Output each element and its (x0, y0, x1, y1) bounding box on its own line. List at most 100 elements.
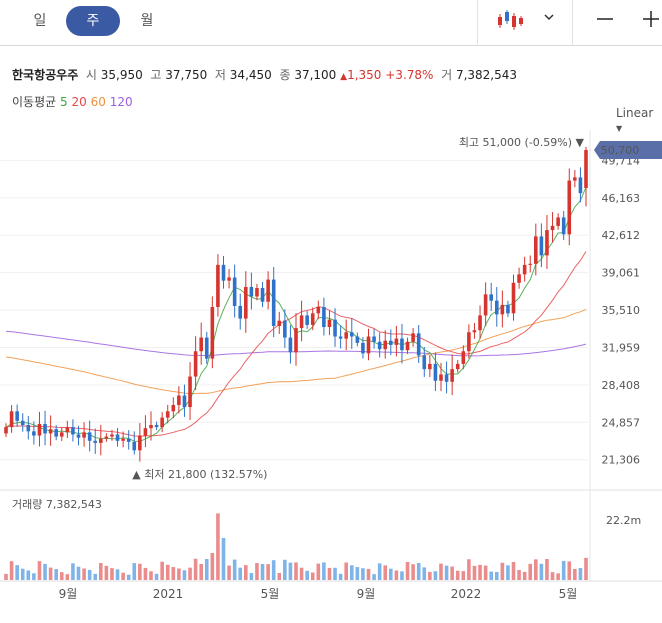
candle (249, 272, 254, 310)
candle-body (71, 427, 75, 435)
volume-bar (110, 568, 114, 580)
ma-5[interactable]: 5 (60, 95, 68, 109)
price-tick-label: 35,510 (602, 304, 641, 317)
candle-body (534, 236, 538, 264)
candle-body (305, 315, 309, 325)
candle-body (288, 337, 293, 353)
candlestick-icon[interactable] (496, 8, 524, 32)
volume-bar (277, 573, 282, 580)
candle (355, 332, 360, 347)
tab-daily[interactable]: 일 (33, 13, 47, 29)
candle (444, 361, 449, 394)
candle (71, 419, 75, 442)
minus-icon[interactable] (596, 10, 614, 28)
volume-bar (227, 565, 231, 580)
volume-bar (327, 567, 332, 580)
candle (450, 354, 454, 396)
candle-body (244, 286, 248, 319)
candle-body (517, 274, 521, 283)
volume-bar (428, 571, 432, 580)
tab-weekly[interactable]: 주 (66, 6, 120, 36)
candle-body (411, 333, 415, 342)
candle-body (121, 438, 125, 441)
candle (500, 290, 505, 328)
candle-body (338, 336, 343, 339)
candle-body (400, 338, 404, 351)
candle-body (266, 279, 270, 302)
candle (15, 404, 19, 427)
volume-bar (305, 570, 309, 580)
scale-selector[interactable]: Linear ▼ (616, 106, 662, 134)
moving-average-label: 이동평균 (12, 95, 57, 109)
volume-bar (394, 570, 399, 580)
volume-bar (37, 561, 42, 580)
candle-body (550, 225, 555, 231)
moving-average-legend: 이동평균 5 20 60 120 (12, 93, 133, 110)
candle (411, 327, 415, 347)
candle (584, 146, 588, 207)
candle-body (428, 363, 432, 370)
volume-bar (299, 567, 304, 580)
candle-body (299, 315, 304, 329)
ma-20[interactable]: 20 (71, 95, 87, 109)
candle-body (193, 351, 198, 377)
volume-bar (204, 559, 209, 580)
candle (48, 415, 53, 446)
chevron-down-icon: ▼ (616, 124, 623, 133)
candle (288, 325, 293, 364)
candle (9, 404, 14, 433)
volume-bar (271, 560, 276, 580)
candle-body (394, 338, 399, 345)
candle (143, 415, 148, 448)
volume-bar (4, 573, 8, 580)
volume-bar (143, 567, 148, 580)
volume-value: 7,382,543 (455, 68, 518, 82)
candle-body (567, 180, 572, 235)
change-value: 1,350 (347, 68, 382, 82)
candle-body (573, 177, 577, 181)
candle-body (138, 435, 142, 451)
candle-body (383, 340, 388, 350)
up-arrow-icon: ▲ (340, 72, 348, 82)
candle (171, 397, 176, 419)
candle (573, 170, 577, 188)
ma-60[interactable]: 60 (90, 95, 106, 109)
volume-bar (310, 572, 315, 580)
candle-body (204, 337, 209, 359)
candle (383, 330, 388, 359)
ma-120[interactable]: 120 (109, 95, 133, 109)
candle-body (4, 427, 8, 434)
candle (4, 423, 8, 437)
volume-bar (9, 561, 14, 580)
close-value: 37,100 (294, 68, 337, 82)
high-marker-label: 최고 51,000 (-0.59%) ▼ (459, 136, 585, 149)
candle-body (9, 411, 14, 428)
volume-bar (506, 565, 510, 580)
volume-bar (567, 561, 572, 580)
candle-body (199, 337, 203, 352)
chevron-down-icon[interactable] (542, 10, 556, 24)
volume-bar (333, 567, 337, 580)
tab-monthly[interactable]: 월 (140, 13, 154, 29)
candle-body (126, 438, 131, 442)
volume-bar (344, 562, 348, 580)
candle (59, 427, 64, 442)
candle (338, 325, 343, 349)
volume-bar (500, 562, 505, 580)
volume-bar (400, 571, 404, 580)
plus-icon[interactable] (642, 10, 660, 28)
candle (361, 337, 365, 359)
volume-bar (43, 563, 47, 580)
volume-bar (132, 563, 137, 580)
volume-bar (171, 567, 176, 580)
volume-bar (138, 563, 142, 580)
volume-bar (93, 573, 98, 580)
candle (439, 362, 443, 392)
low-label: 저 (214, 68, 226, 82)
candle-body (511, 282, 516, 314)
candle-body (20, 420, 25, 425)
volume-bar (154, 573, 159, 580)
volume-bar (221, 538, 226, 580)
volume-bar (160, 561, 164, 580)
